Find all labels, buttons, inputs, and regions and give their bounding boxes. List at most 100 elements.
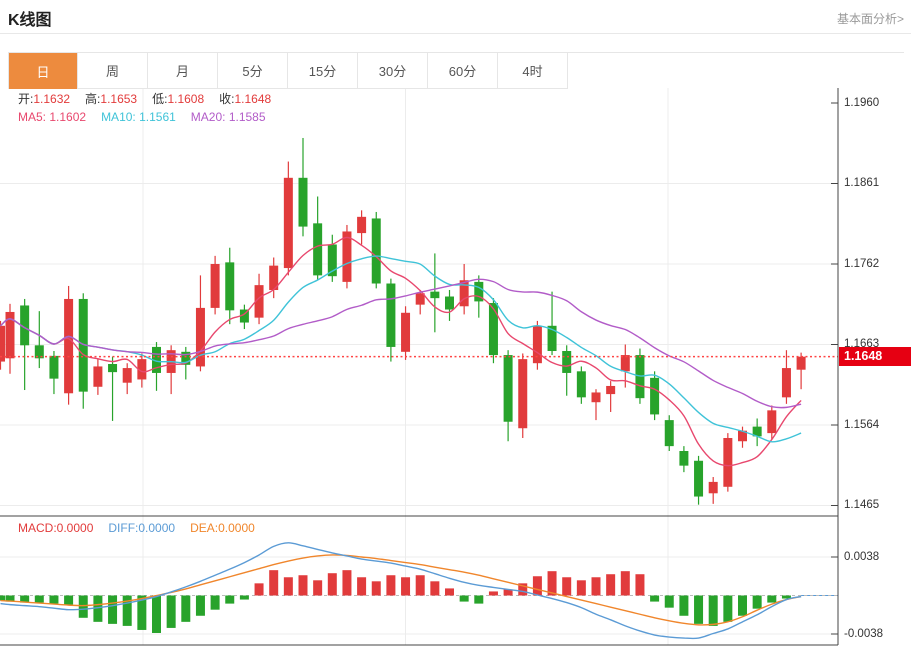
candle-body (459, 280, 469, 307)
dea-value: 0.0000 (218, 521, 255, 535)
close-label: 收: (219, 92, 235, 106)
macd-bar (298, 575, 308, 596)
ma10-legend: MA10: 1.1561 (101, 110, 176, 124)
macd-bar (708, 595, 718, 626)
high-value: 1.1653 (100, 92, 138, 106)
diff-line (0, 542, 802, 640)
macd-bar (181, 595, 191, 622)
candle-body (122, 368, 132, 383)
macd-bar (723, 595, 733, 622)
low-label: 低: (152, 92, 168, 106)
candle-body (254, 285, 264, 318)
ma10-value: 1.1561 (139, 110, 176, 124)
page-title: K线图 (8, 12, 52, 29)
interval-tabs: 日周月 5分 15分 30分 60分 4时 (8, 52, 904, 89)
tab-月[interactable]: 月 (148, 53, 218, 89)
candle-body (283, 177, 293, 269)
macd-bar (694, 595, 704, 624)
frame-layer (0, 88, 839, 646)
y-axis-label: 1.1762 (844, 257, 880, 270)
macd-bar (635, 574, 645, 596)
tab-4时[interactable]: 4时 (498, 53, 568, 89)
tab-30分[interactable]: 30分 (358, 53, 428, 89)
candle-body (738, 430, 747, 442)
macd-bar (327, 573, 337, 596)
macd-bar (93, 595, 103, 622)
candle-body (93, 366, 103, 387)
dea-line (0, 554, 802, 626)
candle-body (401, 312, 411, 352)
candle-body (269, 265, 279, 291)
tab-15分[interactable]: 15分 (288, 53, 358, 89)
macd-bar (488, 591, 498, 596)
tab-5分[interactable]: 5分 (218, 53, 288, 89)
ma10-line (0, 255, 802, 443)
fundamental-analysis-link[interactable]: 基本面分析> (836, 12, 904, 26)
macd-bar (650, 595, 660, 602)
ohlc-low: 低:1.1608 (152, 92, 204, 106)
y-axis-label: 1.1465 (844, 499, 880, 512)
candle-body (210, 263, 220, 308)
open-label: 开: (18, 92, 34, 106)
macd-bar (401, 577, 411, 596)
macd-bar (532, 576, 542, 596)
candle-body (298, 177, 308, 227)
macd-bar (137, 595, 147, 630)
close-value: 1.1648 (234, 92, 272, 106)
macd-bar (20, 595, 30, 603)
macd-bar (239, 595, 249, 600)
candle-body (371, 218, 381, 284)
candle-body (606, 385, 616, 395)
ohlc-close: 收:1.1648 (219, 92, 271, 106)
candle-body (239, 309, 249, 323)
macd-bar (254, 583, 264, 596)
macd-bar (781, 595, 791, 599)
macd-axis-label: 0.0038 (844, 550, 880, 563)
candles-layer (0, 137, 806, 505)
macd-bar (371, 581, 381, 596)
candle-body (767, 410, 777, 434)
grid-layer (0, 88, 838, 645)
candle-body (327, 244, 337, 277)
ma20-value: 1.1585 (228, 110, 266, 124)
macd-bar (166, 595, 176, 628)
ma20-legend: MA20: 1.1585 (191, 110, 266, 124)
low-value: 1.1608 (167, 92, 205, 106)
macd-bar (386, 575, 396, 596)
ma20-label: MA20: (190, 110, 226, 124)
diff-legend: DIFF:0.0000 (108, 521, 175, 535)
y-axis-label: 1.1960 (844, 97, 880, 109)
tab-周[interactable]: 周 (78, 53, 148, 89)
tab-60分[interactable]: 60分 (428, 53, 498, 89)
macd-bar (430, 581, 440, 596)
candle-body (342, 231, 352, 282)
candle-body (430, 291, 440, 299)
ma-row: MA5: 1.1602 MA10: 1.1561 MA20: 1.1585 (18, 110, 266, 124)
y-axis-label: 1.1564 (844, 418, 880, 431)
candle-body (49, 355, 59, 379)
macd-bar (620, 571, 630, 596)
macd-bar (78, 595, 88, 618)
candle-body (781, 368, 791, 398)
ma5-value: 1.1602 (49, 110, 87, 124)
dea-label: DEA: (190, 521, 219, 535)
ma20-line (0, 278, 802, 409)
candle-body (152, 346, 161, 373)
macd-bar (591, 577, 601, 596)
macd-bar (445, 588, 454, 596)
candle-body (532, 325, 542, 364)
macd-bar (64, 595, 74, 605)
macd-bar (606, 574, 616, 596)
candle-body (576, 371, 586, 398)
macd-bar (34, 595, 44, 603)
macd-bar (518, 583, 528, 596)
candle-body (225, 262, 235, 311)
candle-body (518, 359, 528, 429)
tab-日[interactable]: 日 (8, 53, 78, 89)
macd-bar (5, 595, 15, 602)
candle-body (562, 350, 572, 373)
candle-body (547, 325, 557, 351)
macd-bar (152, 595, 161, 633)
